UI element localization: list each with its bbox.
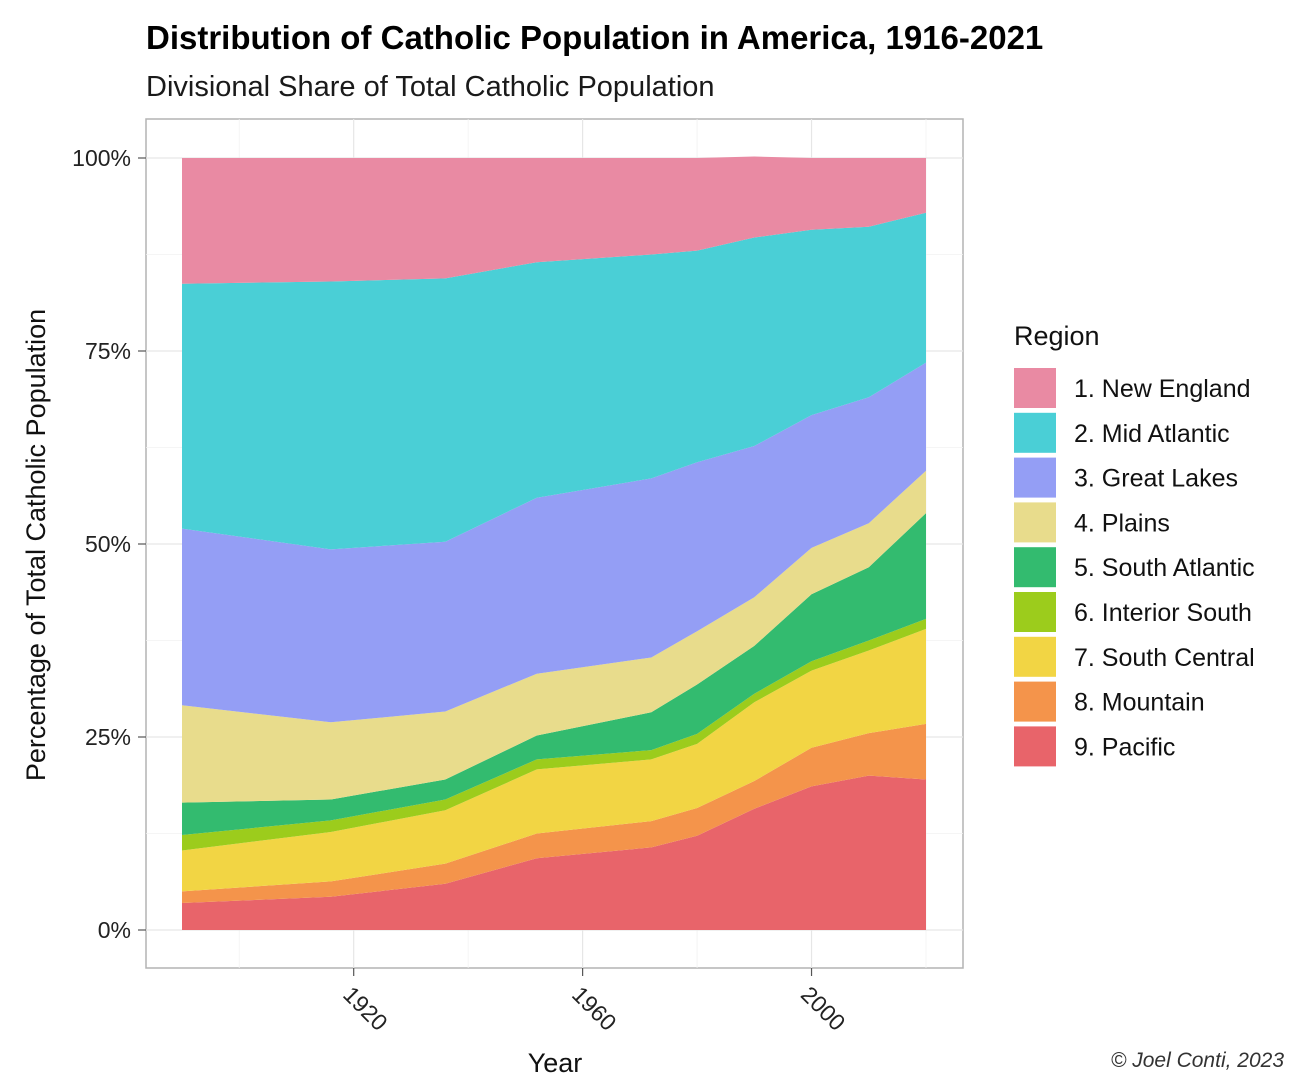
area-south-central (182, 628, 926, 892)
legend-swatch-south-atlantic (1014, 547, 1056, 588)
y-axis-title: Percentage of Total Catholic Population (21, 309, 51, 781)
area-mountain (182, 723, 926, 903)
y-tick-label: 50% (85, 531, 131, 557)
legend-swatch-new-england (1014, 368, 1056, 408)
legend-label-great-lakes: 3. Great Lakes (1074, 465, 1238, 493)
area-plains (182, 470, 926, 803)
legend-title: Region (1014, 321, 1100, 351)
legend-label-plains: 4. Plains (1074, 509, 1170, 537)
x-axis: 1920 1960 2000 (338, 968, 851, 1036)
chart-subtitle: Divisional Share of Total Catholic Popul… (146, 71, 715, 103)
legend-label-pacific: 9. Pacific (1074, 733, 1175, 761)
plot-panel (145, 118, 964, 969)
caption: © Joel Conti, 2023 (1111, 1049, 1284, 1072)
x-tick-label: 2000 (796, 981, 851, 1036)
x-axis-title: Year (528, 1048, 583, 1078)
legend-swatch-pacific (1014, 726, 1056, 767)
y-tick-label: 100% (72, 145, 131, 171)
x-tick-label: 1960 (567, 981, 622, 1036)
legend-swatch-south-central (1014, 636, 1056, 677)
legend-swatch-interior-south (1014, 592, 1056, 632)
legend-swatch-mid-atlantic (1014, 412, 1056, 453)
legend: Region 1. New England 2. Mid Atlantic 3. G… (1014, 321, 1255, 767)
area-great-lakes (182, 362, 926, 723)
legend-label-mountain: 8. Mountain (1074, 689, 1205, 717)
area-pacific (182, 775, 926, 930)
legend-label-interior-south: 6. Interior South (1074, 599, 1252, 627)
legend-swatch-mountain (1014, 681, 1056, 722)
y-tick-label: 25% (85, 724, 131, 750)
y-tick-label: 75% (85, 338, 131, 364)
y-axis: 0% 25% 50% 75% 100% (72, 145, 146, 943)
area-mid-atlantic (182, 212, 926, 550)
area-series-group (182, 156, 926, 930)
legend-items: 1. New England 2. Mid Atlantic 3. Great La… (1014, 368, 1255, 767)
legend-label-south-central: 7. South Central (1074, 644, 1255, 672)
x-tick-label: 1920 (338, 981, 393, 1036)
legend-label-new-england: 1. New England (1074, 375, 1251, 403)
legend-label-south-atlantic: 5. South Atlantic (1074, 554, 1255, 582)
area-new-england (182, 156, 926, 284)
legend-swatch-plains (1014, 502, 1056, 543)
legend-label-mid-atlantic: 2. Mid Atlantic (1074, 420, 1230, 448)
y-tick-label: 0% (98, 917, 131, 943)
chart-title: Distribution of Catholic Population in A… (146, 19, 1043, 56)
legend-swatch-great-lakes (1014, 457, 1056, 498)
area-south-atlantic (182, 513, 926, 835)
